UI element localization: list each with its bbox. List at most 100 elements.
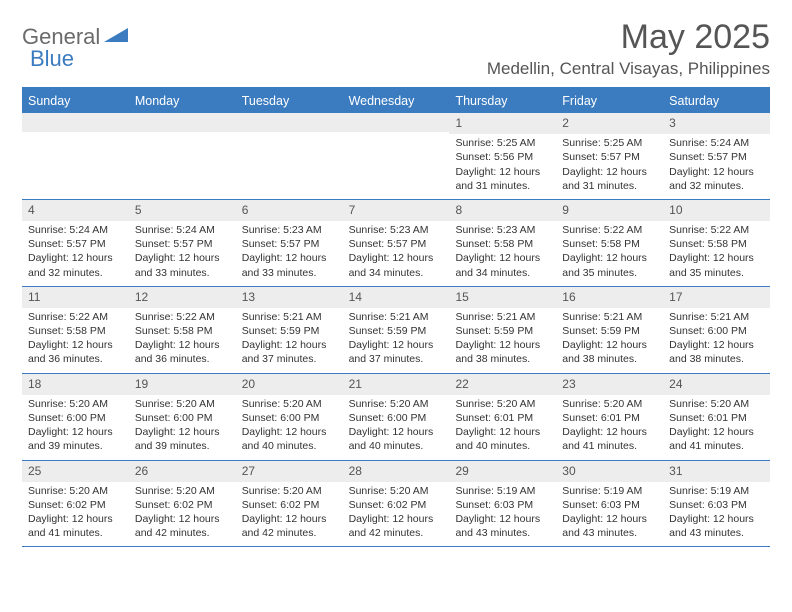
day-line-ss: Sunset: 5:57 PM (349, 237, 444, 251)
day-line-d1: Daylight: 12 hours (242, 425, 337, 439)
day-header-sun: Sunday (22, 89, 129, 113)
day-line-d1: Daylight: 12 hours (349, 512, 444, 526)
day-number (22, 113, 129, 132)
day-cell: 12Sunrise: 5:22 AMSunset: 5:58 PMDayligh… (129, 287, 236, 373)
day-number: 10 (663, 200, 770, 221)
day-number: 24 (663, 374, 770, 395)
day-line-d2: and 36 minutes. (135, 352, 230, 366)
day-line-d1: Daylight: 12 hours (135, 425, 230, 439)
day-line-sr: Sunrise: 5:21 AM (669, 310, 764, 324)
day-line-ss: Sunset: 5:59 PM (455, 324, 550, 338)
day-line-d2: and 35 minutes. (669, 266, 764, 280)
day-body: Sunrise: 5:20 AMSunset: 6:02 PMDaylight:… (343, 482, 450, 547)
day-line-ss: Sunset: 6:02 PM (242, 498, 337, 512)
day-line-d2: and 43 minutes. (455, 526, 550, 540)
day-line-d2: and 41 minutes. (562, 439, 657, 453)
day-line-ss: Sunset: 5:58 PM (28, 324, 123, 338)
day-line-d2: and 42 minutes. (135, 526, 230, 540)
day-line-ss: Sunset: 5:58 PM (562, 237, 657, 251)
day-body: Sunrise: 5:19 AMSunset: 6:03 PMDaylight:… (663, 482, 770, 547)
day-line-d1: Daylight: 12 hours (349, 251, 444, 265)
day-body: Sunrise: 5:20 AMSunset: 6:00 PMDaylight:… (22, 395, 129, 460)
day-line-ss: Sunset: 6:03 PM (562, 498, 657, 512)
day-line-d1: Daylight: 12 hours (562, 251, 657, 265)
day-number: 9 (556, 200, 663, 221)
day-line-sr: Sunrise: 5:23 AM (455, 223, 550, 237)
day-line-d1: Daylight: 12 hours (135, 251, 230, 265)
day-line-d1: Daylight: 12 hours (669, 425, 764, 439)
day-body: Sunrise: 5:24 AMSunset: 5:57 PMDaylight:… (663, 134, 770, 199)
day-body (22, 132, 129, 140)
day-cell: 2Sunrise: 5:25 AMSunset: 5:57 PMDaylight… (556, 113, 663, 199)
day-number: 15 (449, 287, 556, 308)
logo-blue-row: Blue (28, 46, 74, 72)
day-line-sr: Sunrise: 5:24 AM (135, 223, 230, 237)
day-line-d1: Daylight: 12 hours (669, 251, 764, 265)
day-cell: 21Sunrise: 5:20 AMSunset: 6:00 PMDayligh… (343, 374, 450, 460)
day-cell: 23Sunrise: 5:20 AMSunset: 6:01 PMDayligh… (556, 374, 663, 460)
day-number: 22 (449, 374, 556, 395)
day-cell: 15Sunrise: 5:21 AMSunset: 5:59 PMDayligh… (449, 287, 556, 373)
day-line-d2: and 40 minutes. (349, 439, 444, 453)
day-body: Sunrise: 5:23 AMSunset: 5:58 PMDaylight:… (449, 221, 556, 286)
day-line-ss: Sunset: 5:57 PM (135, 237, 230, 251)
week-row: 4Sunrise: 5:24 AMSunset: 5:57 PMDaylight… (22, 200, 770, 287)
day-cell: 18Sunrise: 5:20 AMSunset: 6:00 PMDayligh… (22, 374, 129, 460)
day-cell (22, 113, 129, 199)
day-line-d2: and 38 minutes. (455, 352, 550, 366)
day-line-d2: and 31 minutes. (562, 179, 657, 193)
logo-text-blue: Blue (30, 46, 74, 71)
day-number (129, 113, 236, 132)
day-line-d2: and 32 minutes. (28, 266, 123, 280)
day-line-d1: Daylight: 12 hours (669, 165, 764, 179)
day-number: 16 (556, 287, 663, 308)
day-cell: 11Sunrise: 5:22 AMSunset: 5:58 PMDayligh… (22, 287, 129, 373)
day-number: 29 (449, 461, 556, 482)
day-line-d2: and 43 minutes. (562, 526, 657, 540)
day-number: 8 (449, 200, 556, 221)
day-line-ss: Sunset: 5:57 PM (242, 237, 337, 251)
day-number: 20 (236, 374, 343, 395)
day-line-d2: and 41 minutes. (28, 526, 123, 540)
day-cell: 25Sunrise: 5:20 AMSunset: 6:02 PMDayligh… (22, 461, 129, 547)
day-cell: 30Sunrise: 5:19 AMSunset: 6:03 PMDayligh… (556, 461, 663, 547)
day-line-sr: Sunrise: 5:22 AM (28, 310, 123, 324)
day-body: Sunrise: 5:21 AMSunset: 5:59 PMDaylight:… (236, 308, 343, 373)
day-line-sr: Sunrise: 5:25 AM (562, 136, 657, 150)
day-number: 28 (343, 461, 450, 482)
day-body: Sunrise: 5:21 AMSunset: 6:00 PMDaylight:… (663, 308, 770, 373)
day-line-sr: Sunrise: 5:20 AM (28, 397, 123, 411)
day-body (236, 132, 343, 140)
day-line-d2: and 42 minutes. (242, 526, 337, 540)
day-number: 11 (22, 287, 129, 308)
day-number: 31 (663, 461, 770, 482)
day-line-d1: Daylight: 12 hours (669, 338, 764, 352)
day-number: 5 (129, 200, 236, 221)
month-title: May 2025 (487, 18, 770, 57)
day-cell: 9Sunrise: 5:22 AMSunset: 5:58 PMDaylight… (556, 200, 663, 286)
day-body: Sunrise: 5:21 AMSunset: 5:59 PMDaylight:… (343, 308, 450, 373)
day-line-sr: Sunrise: 5:21 AM (242, 310, 337, 324)
day-line-ss: Sunset: 6:00 PM (349, 411, 444, 425)
day-body: Sunrise: 5:22 AMSunset: 5:58 PMDaylight:… (663, 221, 770, 286)
day-number: 4 (22, 200, 129, 221)
day-cell: 10Sunrise: 5:22 AMSunset: 5:58 PMDayligh… (663, 200, 770, 286)
day-line-sr: Sunrise: 5:20 AM (562, 397, 657, 411)
day-line-sr: Sunrise: 5:23 AM (242, 223, 337, 237)
day-cell: 29Sunrise: 5:19 AMSunset: 6:03 PMDayligh… (449, 461, 556, 547)
day-line-sr: Sunrise: 5:25 AM (455, 136, 550, 150)
day-line-ss: Sunset: 5:57 PM (669, 150, 764, 164)
day-body: Sunrise: 5:21 AMSunset: 5:59 PMDaylight:… (449, 308, 556, 373)
day-body (343, 132, 450, 140)
day-body: Sunrise: 5:22 AMSunset: 5:58 PMDaylight:… (129, 308, 236, 373)
day-line-ss: Sunset: 6:03 PM (669, 498, 764, 512)
day-line-d2: and 43 minutes. (669, 526, 764, 540)
day-line-sr: Sunrise: 5:19 AM (455, 484, 550, 498)
day-line-sr: Sunrise: 5:20 AM (455, 397, 550, 411)
day-header-row: Sunday Monday Tuesday Wednesday Thursday… (22, 89, 770, 113)
day-cell: 6Sunrise: 5:23 AMSunset: 5:57 PMDaylight… (236, 200, 343, 286)
day-line-sr: Sunrise: 5:22 AM (669, 223, 764, 237)
day-line-sr: Sunrise: 5:19 AM (669, 484, 764, 498)
day-cell: 16Sunrise: 5:21 AMSunset: 5:59 PMDayligh… (556, 287, 663, 373)
day-cell: 27Sunrise: 5:20 AMSunset: 6:02 PMDayligh… (236, 461, 343, 547)
